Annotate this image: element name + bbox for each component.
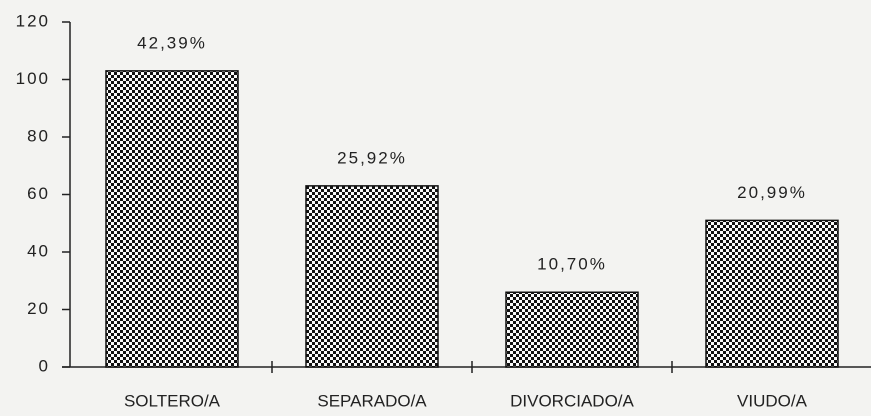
bar-annotation: 42,39%: [137, 33, 207, 52]
bar: [305, 185, 439, 368]
y-tick-label: 120: [16, 11, 50, 30]
y-tick-label: 40: [27, 241, 50, 260]
y-tick-label: 60: [27, 184, 50, 203]
bar-annotation: 20,99%: [737, 183, 807, 202]
bar: [505, 291, 639, 368]
y-tick-label: 80: [27, 126, 50, 145]
bar: [105, 70, 239, 368]
x-tick-label: SEPARADO/A: [317, 391, 427, 410]
x-tick-label: SOLTERO/A: [124, 391, 221, 410]
y-tick-label: 100: [16, 69, 50, 88]
bar-annotation: 10,70%: [537, 255, 607, 274]
y-tick-label: 20: [27, 299, 50, 318]
x-tick-label: DIVORCIADO/A: [510, 391, 634, 410]
y-tick-label: 0: [39, 356, 50, 375]
bar: [705, 219, 839, 368]
bar-annotation: 25,92%: [337, 148, 407, 167]
x-tick-label: VIUDO/A: [737, 391, 808, 410]
